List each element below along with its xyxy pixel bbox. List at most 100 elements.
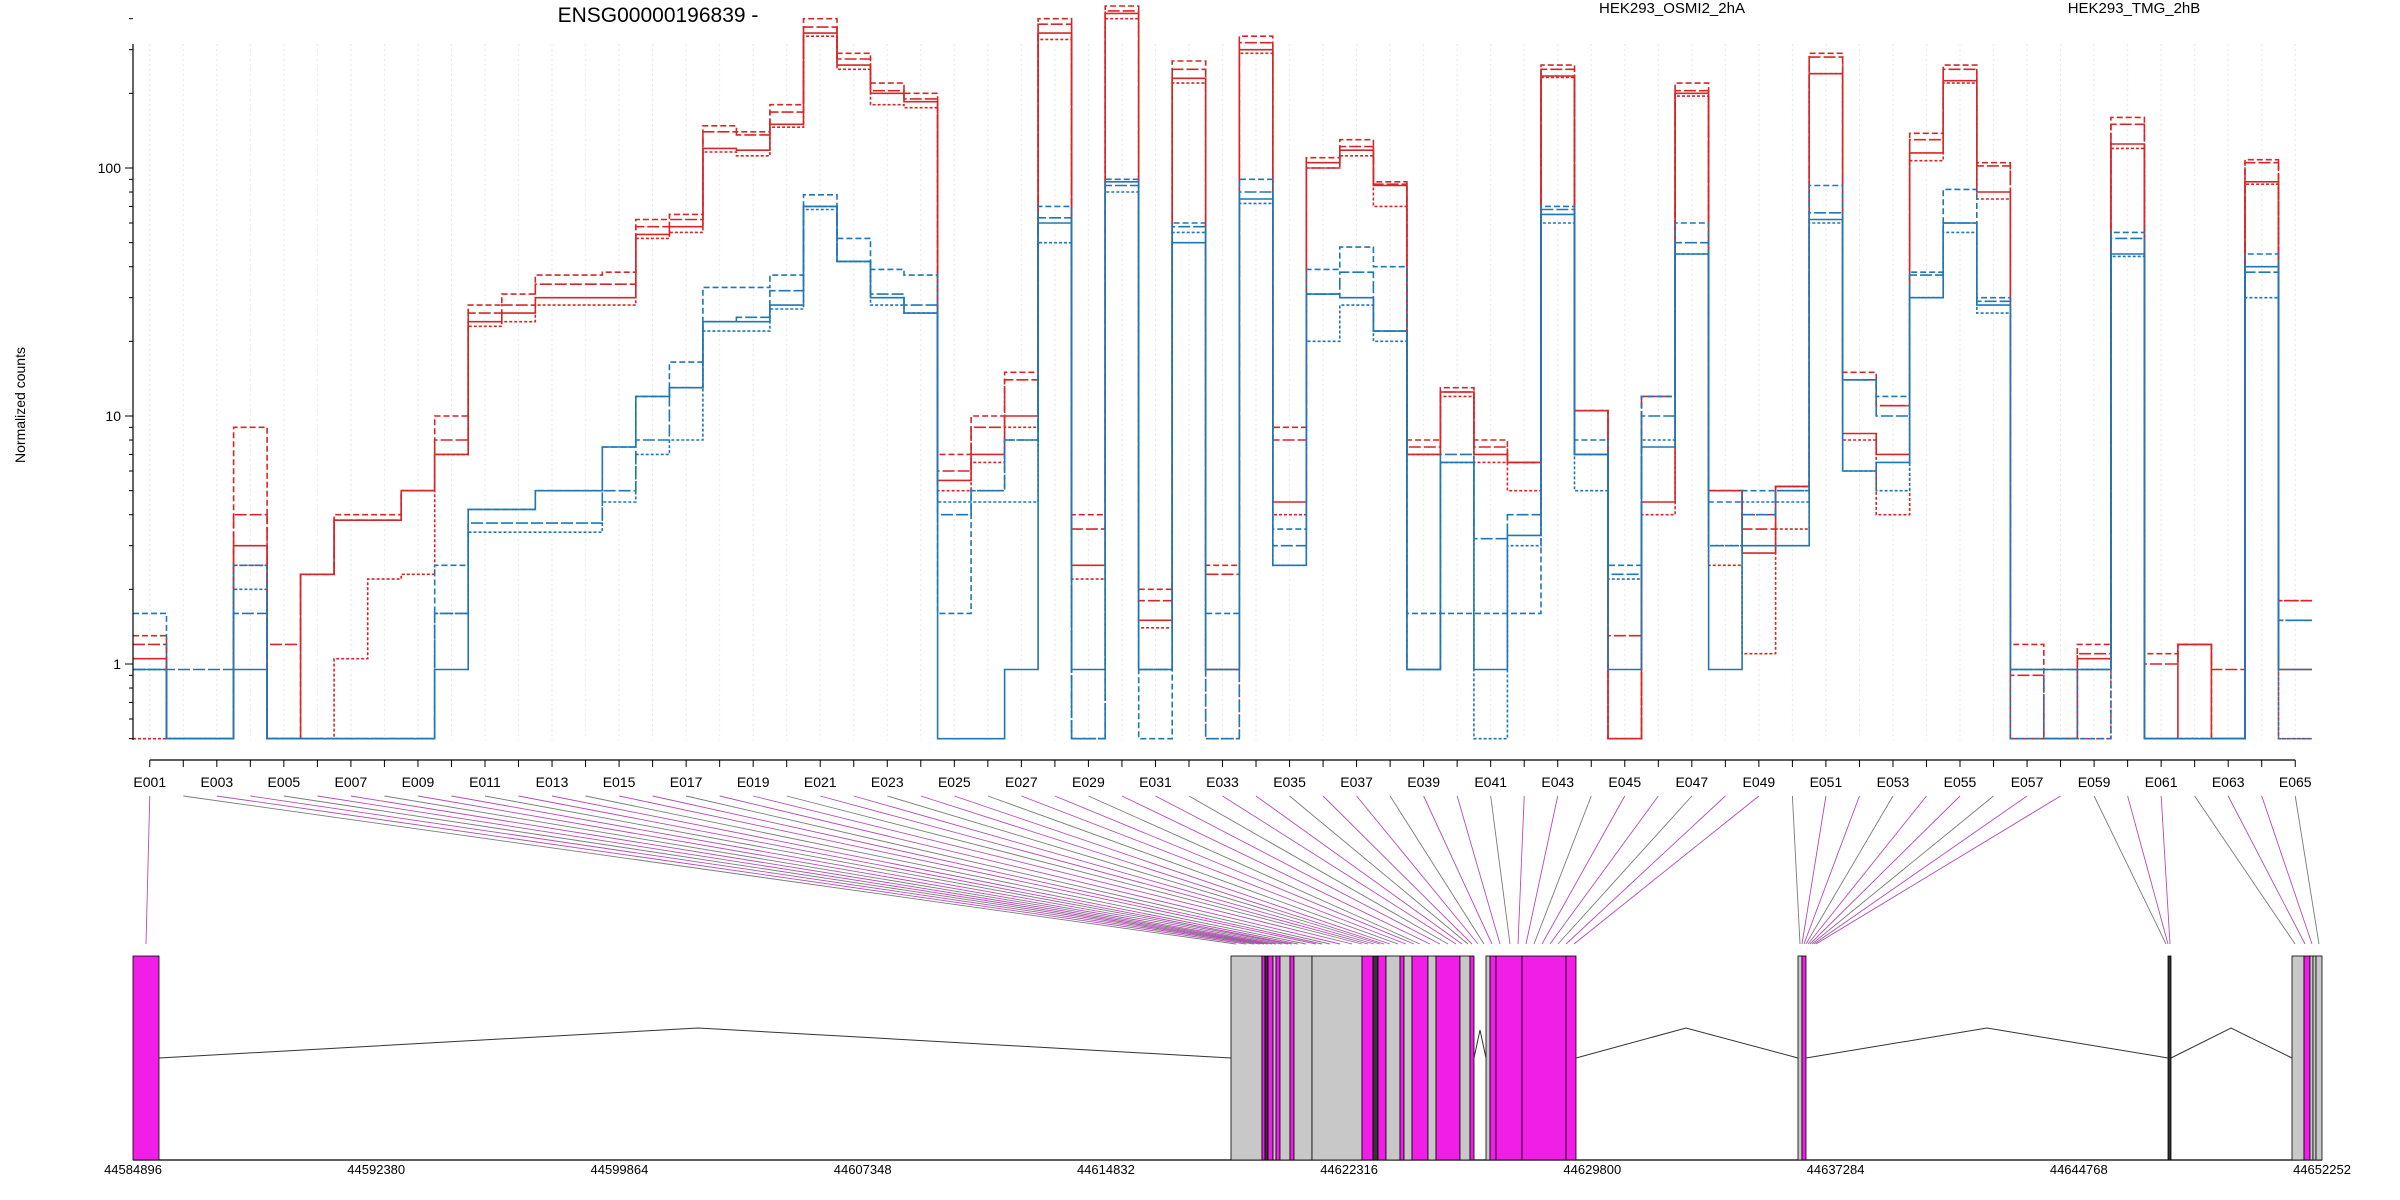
connector-E001: [145, 795, 151, 945]
exon-block-8: [1279, 955, 1291, 1161]
x-tick-label-E035: E035: [1273, 774, 1306, 790]
exon-block-26: [1521, 955, 1567, 1161]
coord-label-44584896: 44584896: [104, 1162, 162, 1177]
connector-E020: [786, 795, 1363, 945]
connector-E025: [954, 795, 1391, 945]
exon-block-4: [1264, 955, 1269, 1161]
connector-E037: [1356, 795, 1479, 945]
series-line-tmg-1: [133, 178, 2312, 740]
x-tick-label-E061: E061: [2145, 774, 2178, 790]
x-tick-label-E031: E031: [1139, 774, 1172, 790]
intron-line-3: [1805, 1027, 2169, 1059]
connector-E006: [317, 795, 1265, 945]
coord-label-44592380: 44592380: [347, 1162, 405, 1177]
x-tick-label-E029: E029: [1072, 774, 1105, 790]
connector-E024: [920, 795, 1385, 945]
exon-block-14: [1377, 955, 1387, 1161]
connector-E029: [1088, 795, 1421, 945]
exon-block-19: [1427, 955, 1437, 1161]
coord-label-44614832: 44614832: [1077, 1162, 1135, 1177]
connector-E031: [1155, 795, 1441, 945]
connector-E015: [618, 795, 1317, 945]
connector-E035: [1289, 795, 1469, 945]
x-tick-label-E017: E017: [670, 774, 703, 790]
connector-E055: [1809, 795, 1961, 945]
connector-E043: [1525, 795, 1559, 945]
connector-E062: [2194, 795, 2296, 945]
x-tick-label-E043: E043: [1541, 774, 1574, 790]
connector-E032: [1188, 795, 1449, 945]
x-tick-label-E025: E025: [938, 774, 971, 790]
x-tick-label-E013: E013: [536, 774, 569, 790]
connector-E033: [1222, 795, 1457, 945]
exon-block-28: [1797, 955, 1803, 1161]
x-tick-label-E033: E033: [1206, 774, 1239, 790]
intron-line-5: [1473, 1029, 1487, 1059]
coord-label-44637284: 44637284: [1807, 1162, 1865, 1177]
x-tick-label-E047: E047: [1675, 774, 1708, 790]
coord-label-44652252: 44652252: [2293, 1162, 2351, 1177]
axes: 1 10 100 E001 E003 E005 E007 E009 E011 E013 E015 E0…: [98, 18, 2312, 790]
exon-block-9: [1289, 955, 1295, 1161]
connector-E059: [2093, 795, 2167, 945]
exon-block-32: [2303, 955, 2311, 1161]
connector-E042: [1517, 795, 1525, 945]
connector-E064: [2261, 795, 2313, 945]
x-tick-label-E007: E007: [335, 774, 368, 790]
series-line-osmi-4: [133, 17, 2312, 740]
connector-E018: [719, 795, 1341, 945]
connector-E022: [853, 795, 1375, 945]
connector-E054: [1807, 795, 1927, 945]
gene-model: 44584896 44592380 44599864 44607348 44614832…: [104, 955, 2351, 1177]
series-line-osmi-2: [133, 10, 2312, 740]
x-tick-label-E041: E041: [1474, 774, 1507, 790]
x-tick-label-E011: E011: [469, 774, 501, 790]
connector-E053: [1805, 795, 1894, 945]
exon-block-12: [1361, 955, 1374, 1161]
x-tick-label-E027: E027: [1005, 774, 1038, 790]
connector-E050: [1791, 795, 1801, 945]
legend-tmg: HEK293_TMG_2hB: [2068, 0, 2201, 17]
connector-E048: [1565, 795, 1726, 945]
connector-E026: [987, 795, 1399, 945]
connector-E023: [887, 795, 1381, 945]
x-tick-label-E037: E037: [1340, 774, 1373, 790]
connector-E045: [1541, 795, 1626, 945]
exon-block-31: [2291, 955, 2305, 1161]
x-tick-label-E019: E019: [737, 774, 770, 790]
x-tick-label-E055: E055: [1944, 774, 1977, 790]
x-tick-label-E039: E039: [1407, 774, 1440, 790]
exon-block-6: [1272, 955, 1277, 1161]
connector-E012: [518, 795, 1293, 945]
x-tick-label-E009: E009: [402, 774, 435, 790]
coord-label-44599864: 44599864: [591, 1162, 649, 1177]
exon-block-21: [1459, 955, 1471, 1161]
connector-E051: [1801, 795, 1827, 945]
connector-E052: [1803, 795, 1860, 945]
intron-line-1: [158, 1027, 1232, 1059]
connector-E063: [2227, 795, 2306, 945]
connector-E061: [2160, 795, 2171, 945]
connector-E008: [384, 795, 1273, 945]
connector-E049: [1573, 795, 1760, 945]
x-tick-label-E001: E001: [133, 774, 166, 790]
connector-E007: [350, 795, 1269, 945]
exon-block-7: [1275, 955, 1281, 1161]
connector-E019: [753, 795, 1353, 945]
connector-E058: [1815, 795, 2061, 945]
connector-E036: [1322, 795, 1473, 945]
exon-block-2: [1230, 955, 1263, 1161]
coord-label-44644768: 44644768: [2050, 1162, 2108, 1177]
x-tick-label-E045: E045: [1608, 774, 1641, 790]
y-tick-label-1: 1: [113, 656, 121, 672]
connector-E038: [1389, 795, 1485, 945]
connector-E040: [1456, 795, 1501, 945]
exon-block-33: [2309, 955, 2314, 1161]
x-tick-label-E065: E065: [2279, 774, 2312, 790]
connector-E004: [250, 795, 1255, 945]
intron-line-4: [2170, 1027, 2293, 1059]
x-tick-label-E005: E005: [268, 774, 301, 790]
intron-line-2: [1575, 1027, 1799, 1059]
connector-E047: [1557, 795, 1693, 945]
x-tick-label-E057: E057: [2011, 774, 2044, 790]
